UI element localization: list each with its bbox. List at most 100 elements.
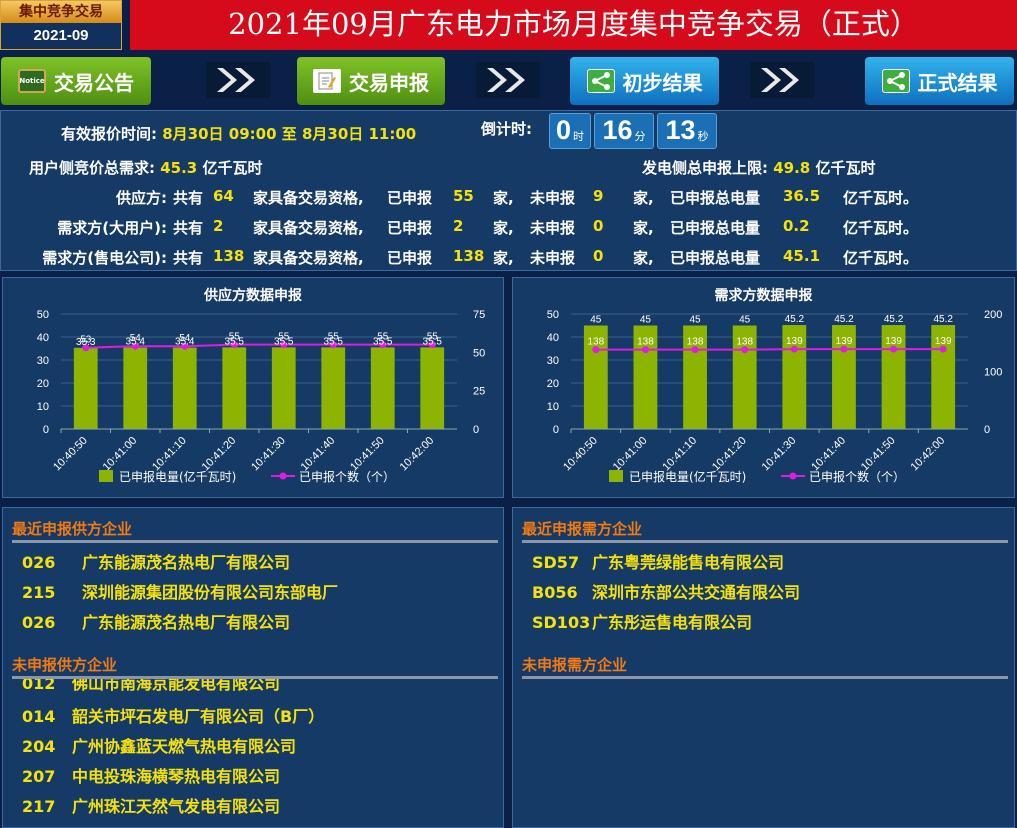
y-left-tick-label: 40 xyxy=(547,332,559,344)
bar xyxy=(881,325,906,429)
list-item[interactable]: 012 佛山市南海京能发电有限公司 xyxy=(22,679,280,694)
nav-declaration-button[interactable]: 交易申报 xyxy=(297,57,445,105)
stats-text: 共有 xyxy=(173,189,204,207)
bar xyxy=(782,325,807,429)
share-icon xyxy=(881,69,910,93)
y-right-tick-label: 25 xyxy=(473,386,485,398)
x-tick-label: 10:41:50 xyxy=(859,435,898,474)
company-name: 广东彤运售电有限公司 xyxy=(592,613,753,632)
stats-text: 亿千瓦时。 xyxy=(843,219,919,237)
bar-data-label: 35.5 xyxy=(324,336,344,347)
list-item[interactable]: 217 广州珠江天然气发电有限公司 xyxy=(22,793,280,817)
y-right-tick-label: 75 xyxy=(473,309,485,321)
y-left-tick-label: 0 xyxy=(553,424,559,436)
list-item[interactable]: SD57 广东粤莞绿能售电有限公司 xyxy=(532,549,784,573)
bar-data-label: 35.5 xyxy=(373,336,393,347)
stats-text: 家, xyxy=(493,249,514,267)
stats-text: 未申报 xyxy=(530,219,576,237)
y-left-tick-label: 30 xyxy=(547,355,559,367)
nav-preliminary-result-button[interactable]: 初步结果 xyxy=(570,57,719,105)
stats-text: 已申报总电量 xyxy=(670,219,761,237)
stats-text: 共有 xyxy=(173,249,204,267)
bar xyxy=(123,347,148,429)
line-data-label: 139 xyxy=(935,336,952,347)
countdown-seconds-unit: 秒 xyxy=(697,130,709,143)
countdown-hours: 0 时 xyxy=(549,113,591,149)
x-tick-label: 10:41:10 xyxy=(150,435,189,474)
legend-bar-label: 已申报电量(亿千瓦时) xyxy=(119,469,236,484)
list-item[interactable]: 026 广东能源茂名热电厂有限公司 xyxy=(22,609,290,633)
line-data-label: 54 xyxy=(179,333,191,344)
line-data-label: 139 xyxy=(786,336,803,347)
countdown-minutes-value: 16 xyxy=(602,115,633,145)
line-data-label: 55 xyxy=(377,332,389,343)
countdown-seconds: 13 秒 xyxy=(657,113,717,149)
bar xyxy=(321,347,346,429)
stats-text: 已申报 xyxy=(387,189,433,207)
bar-data-label: 45.2 xyxy=(884,314,904,325)
line-point xyxy=(379,341,387,349)
page-title: 2021年09月广东电力市场月度集中竞争交易（正式） xyxy=(130,0,1017,50)
y-left-tick-label: 20 xyxy=(547,378,559,390)
company-code: 215 xyxy=(22,583,56,602)
gen-cap-value: 49.8 xyxy=(773,159,811,177)
list-item[interactable]: 215 深圳能源集团股份有限公司东部电厂 xyxy=(22,579,338,603)
divider xyxy=(12,676,498,679)
line-data-label: 139 xyxy=(836,336,853,347)
line-data-label: 55 xyxy=(328,332,340,343)
x-tick-label: 10:41:10 xyxy=(660,435,699,474)
undeclared-supply-list[interactable]: 012 佛山市南海京能发电有限公司 014 韶关市坪石发电厂有限公司（B厂） 204… xyxy=(3,679,503,827)
bar-data-label: 35.5 xyxy=(225,336,245,347)
company-name: 广州协鑫蓝天燃气热电有限公司 xyxy=(72,737,297,756)
x-tick-label: 10:40:50 xyxy=(561,435,600,474)
nav-announcement-button[interactable]: Notice 交易公告 xyxy=(1,57,151,105)
company-name: 佛山市南海京能发电有限公司 xyxy=(72,679,281,693)
edit-document-icon xyxy=(313,69,341,93)
supply-chart-panel: 供应方数据申报 0 10 20 30 40 50 0 25 50 75 10:40:50 10:41:0… xyxy=(2,277,504,498)
list-item[interactable]: B056 深圳市东部公共交通有限公司 xyxy=(532,579,800,603)
line-data-label: 55 xyxy=(427,332,439,343)
gen-cap-label: 发电侧总申报上限: xyxy=(642,159,768,177)
valid-time-label: 有效报价时间: xyxy=(61,125,157,143)
countdown-label: 倒计时: xyxy=(481,120,532,138)
list-item[interactable]: 204 广州协鑫蓝天燃气热电有限公司 xyxy=(22,733,296,757)
legend-line-marker xyxy=(789,472,797,480)
chevron-right-icon xyxy=(476,62,540,98)
badge-period: 2021-09 xyxy=(1,23,121,49)
company-code: 012 xyxy=(22,679,56,693)
y-right-tick-label: 100 xyxy=(984,367,1002,379)
user-demand-value: 45.3 xyxy=(160,159,198,177)
countdown-hours-unit: 时 xyxy=(573,130,585,143)
countdown-seconds-value: 13 xyxy=(665,115,696,145)
company-code: 204 xyxy=(22,737,56,756)
demand-chart-panel: 需求方数据申报 0 10 20 30 40 50 0 100 200 10:40:50 10:41:0… xyxy=(512,277,1015,498)
line-series xyxy=(85,343,433,349)
demand-list-panel: 最近申报需方企业 SD57 广东粤莞绿能售电有限公司 B056 深圳市东部公共交通有… xyxy=(512,507,1015,828)
x-tick-label: 10:42:00 xyxy=(398,435,437,474)
countdown-minutes-unit: 分 xyxy=(634,130,646,143)
bar xyxy=(222,347,247,429)
demand-chart: 需求方数据申报 0 10 20 30 40 50 0 100 200 10:40:50 10:41:0… xyxy=(547,287,1003,484)
x-tick-label: 10:40:50 xyxy=(51,435,90,474)
bar-data-label: 35.4 xyxy=(126,337,146,348)
stats-text: 家具备交易资格, xyxy=(253,189,364,207)
list-item[interactable]: 207 中电投珠海横琴热电有限公司 xyxy=(22,763,280,787)
x-tick-label: 10:41:00 xyxy=(101,435,140,474)
user-demand-label: 用户侧竞价总需求: xyxy=(29,159,155,177)
divider xyxy=(522,676,1008,679)
undeclared-supply-heading: 未申报供方企业 xyxy=(12,656,118,674)
list-item[interactable]: 026 广东能源茂名热电厂有限公司 xyxy=(22,549,290,573)
y-right-tick-label: 0 xyxy=(984,424,990,436)
stats-text: 亿千瓦时。 xyxy=(843,249,919,267)
list-item[interactable]: SD103 广东彤运售电有限公司 xyxy=(532,609,752,633)
stats-row-name: 供应方: xyxy=(116,189,167,207)
line-point xyxy=(82,344,90,352)
bar xyxy=(683,325,707,429)
line-point xyxy=(131,342,139,350)
trade-info-panel: 有效报价时间: 8月30日 09:00 至 8月30日 11:00 倒计时: 用… xyxy=(0,110,1017,271)
list-item[interactable]: 014 韶关市坪石发电厂有限公司（B厂） xyxy=(22,703,324,727)
nav-label: 交易公告 xyxy=(54,70,134,95)
stats-undeclared: 0 xyxy=(593,247,604,265)
nav-final-result-button[interactable]: 正式结果 xyxy=(865,57,1014,105)
stats-text: 已申报总电量 xyxy=(670,249,761,267)
